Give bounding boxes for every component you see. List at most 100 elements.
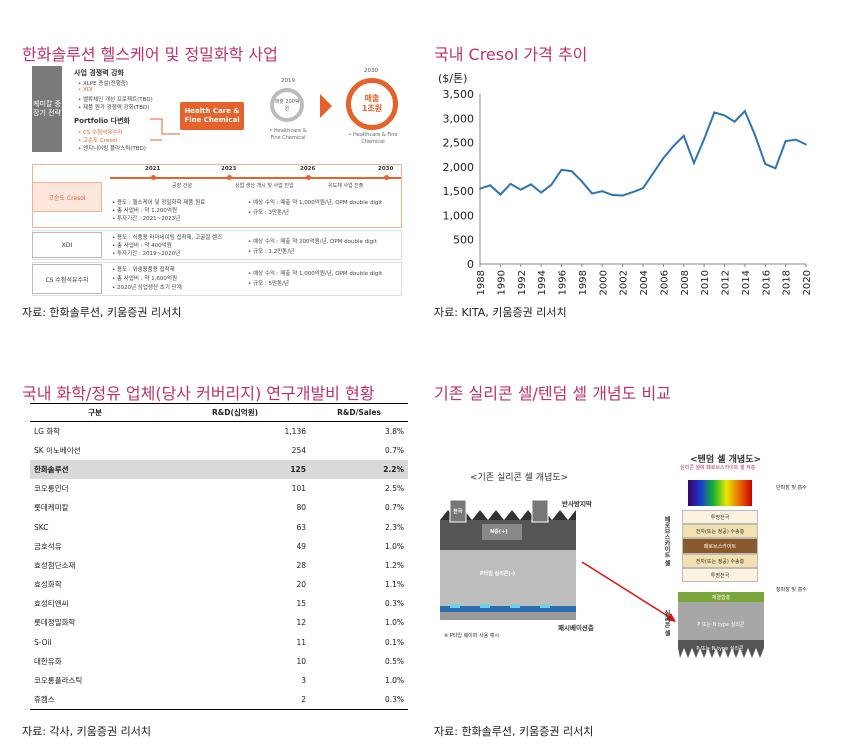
- x-tick-label: 2012: [721, 270, 732, 295]
- layer: P 또는 N type 실리콘: [696, 645, 744, 652]
- business-diagram: 케미칼 중장기 전략 사업 경쟁력 강화 • XLPE 증설(진행중) • XD…: [30, 64, 404, 300]
- y-tick-label: 1,500: [443, 185, 475, 198]
- data-point: [682, 134, 685, 137]
- timeline-label: 공장 건설: [172, 183, 192, 189]
- table-row: 한화솔루션 125 2.2%: [30, 459, 408, 480]
- data-point: [795, 138, 797, 141]
- data-point: [560, 168, 563, 171]
- layer: 투명전극: [682, 510, 758, 524]
- head1-item: • 밸류체인 개선 프로젝트(TBD): [78, 97, 153, 103]
- x-tick-label: 2002: [619, 270, 630, 295]
- rnd-ratio-cell: 2.5%: [384, 484, 404, 494]
- rnd-value-cell: 1,136: [284, 426, 306, 436]
- y-tick-label: 3,500: [443, 88, 475, 101]
- table-row: 롯데정밀화학 12 1.0%: [30, 613, 408, 632]
- row-detail: • 용도 : 헬스케어 및 정밀화학 제품 원료: [112, 200, 206, 206]
- rnd-ratio-cell: 0.7%: [384, 503, 404, 513]
- rnd-ratio-cell: 1.1%: [384, 580, 404, 590]
- head1-item: • XLPE 증설(진행중): [78, 81, 128, 87]
- rnd-value-cell: 28: [296, 560, 306, 570]
- head1-item: • 제품 원가 경쟁력 강화(TBD): [78, 105, 150, 111]
- data-point: [550, 184, 553, 186]
- company-cell: 효성첨단소재: [34, 560, 76, 570]
- data-point: [509, 183, 512, 185]
- row-detail: • 예상 수익 : 매출 약 1,000억원/년, OPM double dig…: [248, 200, 383, 206]
- table-row: 효성첨단소재 28 1.2%: [30, 556, 408, 575]
- rnd-ratio-cell: 3.8%: [384, 426, 404, 436]
- row-detail: • 총 사업비 : 약 1,200억원: [112, 208, 178, 214]
- data-point: [621, 194, 624, 197]
- connector-lines: [150, 118, 180, 141]
- table-row: 대한유화 10 0.5%: [30, 652, 408, 671]
- company-cell: S-Oil: [34, 637, 52, 647]
- data-point: [662, 157, 665, 159]
- layer: 페로브스카이트: [682, 538, 758, 554]
- row-name-cresol: 고순도 Cresol: [32, 182, 102, 212]
- data-point: [723, 114, 726, 117]
- x-tick-label: 2000: [598, 270, 609, 295]
- company-cell: 한화솔루션: [30, 459, 160, 480]
- row-detail: • 2020년 상업생산 초기 단계: [112, 285, 182, 291]
- company-cell: 롯데정밀화학: [34, 618, 76, 628]
- x-tick-label: 1998: [578, 270, 589, 295]
- head2-item: • CS 수첨석유수지: [78, 130, 123, 136]
- data-point: [733, 120, 736, 123]
- company-cell: 금호석유: [34, 541, 62, 551]
- y-tick-label: 0: [467, 258, 474, 271]
- cresol-price-chart: ($/톤) 0 500 1,000 1,500 2,000 2,500 3,000 3,500 1…: [438, 72, 813, 295]
- company-cell: 코오롱플라스틱: [34, 676, 83, 686]
- rnd-value-cell: 63: [296, 522, 306, 532]
- timeline-year: 2030: [378, 166, 394, 172]
- x-tick-label: 2004: [639, 270, 650, 295]
- row-detail: • 총 사업비 : 약 400억원: [112, 243, 172, 249]
- row-name-xdi: XDI: [32, 232, 102, 258]
- label-si-cell: 실리콘 셀: [663, 610, 670, 637]
- rnd-table: 구분 R&D(십억원) R&D/Sales LG 화학 1,136 3.8% SK 이…: [30, 403, 408, 710]
- data-point: [581, 180, 583, 183]
- timeline-label: 상업 생산 개시 및 사업 진입: [235, 183, 294, 189]
- year-2019: 2019: [281, 78, 295, 84]
- company-cell: 효성티앤씨: [34, 599, 69, 609]
- row-name-cs: CS 수첨석유수지: [32, 264, 102, 294]
- table-row: 효성티앤씨 15 0.3%: [30, 594, 408, 613]
- y-axis-label: ($/톤): [438, 72, 467, 85]
- company-cell: 대한유화: [34, 656, 62, 666]
- timeline-year: 2026: [300, 166, 316, 172]
- strategy-label: 케미칼 중장기 전략: [32, 66, 62, 152]
- table-row: S-Oil 11 0.1%: [30, 633, 408, 652]
- table-row: 코오롱플라스틱 3 1.0%: [30, 671, 408, 690]
- label-perov-cell: 페로브스카이트 셀: [663, 516, 670, 567]
- spectrum-bar: [688, 480, 752, 506]
- rnd-value-cell: 2: [160, 690, 310, 710]
- label-n-layer: N층(+): [490, 529, 508, 535]
- row-detail: • 예상 수익 : 매출 약 200억원/년, OPM double digit: [248, 239, 377, 245]
- table-row: 금호석유 49 1.0%: [30, 537, 408, 556]
- rnd-value-cell: 254: [291, 445, 306, 455]
- panel2-title: 국내 Cresol 가격 추이: [434, 45, 588, 64]
- x-tick-label: 2020: [802, 270, 813, 295]
- data-point: [530, 183, 532, 186]
- data-point: [632, 191, 634, 193]
- table-row: 롯데케미칼 80 0.7%: [30, 498, 408, 517]
- rnd-value-cell: 20: [296, 580, 306, 590]
- rnd-ratio-cell: 0.5%: [384, 656, 404, 666]
- c2030-line1: 매출: [364, 94, 380, 103]
- data-point: [693, 162, 695, 164]
- year-2030: 2030: [364, 68, 378, 74]
- rnd-ratio-cell: 0.7%: [384, 445, 404, 455]
- col-header: R&D(십억원): [160, 403, 310, 422]
- y-tick-label: 1,000: [443, 209, 475, 222]
- y-tick-label: 2,500: [443, 137, 475, 150]
- rnd-ratio-cell: 1.0%: [384, 618, 404, 628]
- rnd-value-cell: 101: [291, 484, 306, 494]
- caption-2030: • Healthcare & Fine Chemical: [348, 132, 398, 145]
- layer: 투명전극: [682, 568, 758, 582]
- red-arrow-icon: [581, 561, 676, 622]
- company-cell: 롯데케미칼: [34, 503, 69, 513]
- table-row: LG 화학 1,136 3.8%: [30, 422, 408, 441]
- data-point: [784, 140, 787, 142]
- data-point: [713, 111, 716, 114]
- label-absorb-long: 장파장 빛 흡수: [776, 587, 807, 593]
- timeline-label: 유도체 사업 진출: [328, 183, 364, 189]
- layer: 재결합층: [678, 592, 764, 602]
